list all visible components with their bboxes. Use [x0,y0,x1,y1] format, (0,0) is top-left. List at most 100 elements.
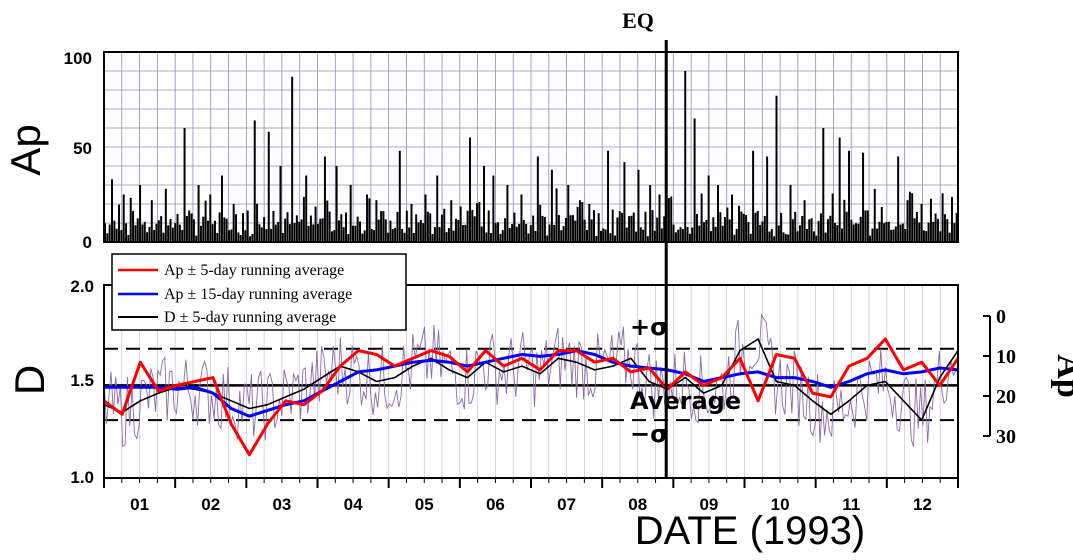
ap-bar [630,215,633,242]
ap-bar [948,232,951,242]
ap-bar [293,223,296,242]
ap-bar [309,215,312,242]
ap-bar [529,225,532,242]
ap-bar [864,210,867,242]
ap-bar [623,162,626,242]
month-label: 05 [415,495,434,514]
ap-bar [258,224,261,242]
ap-bar [136,218,139,242]
ap-bar [677,229,680,242]
ap-bar [167,225,170,242]
ap-bar [314,206,317,242]
ap-bar [536,156,539,242]
ap-bar [915,211,918,242]
ap-bar [513,212,516,242]
ap-bar [717,185,719,242]
ap-bar [443,208,446,242]
ap-bar [852,224,855,242]
bottom-panel: 2.0 1.5 1.0 D 01 02 03 04 05 06 07 08 09 10 11 12 D… [6,253,1073,553]
legend: Ap ± 5-day running average Ap ± 15-day r… [111,253,407,331]
ap-bar [768,231,771,242]
ap-bar [955,212,958,242]
ap-bar [862,152,865,242]
ap-bar [326,200,329,242]
ap-bar [628,216,631,242]
ap-bar [679,227,682,242]
ap-bar [705,219,708,242]
ap-bar [501,229,504,242]
ap-bar [185,215,188,242]
ap-bar [188,210,191,242]
ap-bar [206,220,209,242]
ap-bar [950,196,953,242]
ap-bar [808,219,811,242]
ap-bar [111,179,114,242]
ap-bar [199,225,202,242]
ap-bar [494,223,497,242]
legend-entry-blue: Ap ± 15-day running average [164,286,352,303]
ap-bar [190,213,193,242]
ap-bar [812,231,815,242]
ap-bar [436,175,439,242]
ap-bar [447,228,450,242]
ap-bar [824,232,827,242]
ap-bar [450,200,453,242]
ap-bar [440,214,443,242]
ap-bar [382,211,385,242]
ap-bar [953,223,956,242]
ap-bar [220,175,223,242]
ap-bar [597,213,600,242]
ap-bar [672,224,675,242]
ap-bar [782,232,785,242]
ap-bar [819,213,822,242]
ap-bar [773,236,776,242]
ap-bar [129,197,132,242]
ap-bar [939,231,942,242]
ap-bar [745,214,748,242]
ap-bar [113,220,116,242]
month-label: 10 [771,495,790,514]
ap-bar [256,203,259,242]
ap-bar [653,230,656,242]
ap-bar [637,169,640,242]
ap-bar [522,219,525,242]
ap-bar [464,224,467,242]
ap-bar [625,227,628,242]
ap-bars [104,71,958,242]
ap-bar [389,220,392,242]
ap-bar [209,194,212,242]
ap-bar [646,236,649,242]
ap-bar [281,233,284,242]
ap-bar [202,216,205,242]
ap-bar [272,211,275,242]
top-ytick-0: 0 [83,233,92,252]
ap-bar [632,212,635,242]
ap-bar [244,230,247,242]
series-line-1 [104,349,959,418]
ap-bar [176,213,179,242]
ap-bar [855,223,858,242]
right-ylabel: Ap [1050,354,1073,397]
ap-bar [143,221,146,242]
ap-bar [600,230,603,242]
ap-bar [747,222,750,242]
right-ytick-20: 20 [996,386,1016,408]
ap-bar [908,191,911,242]
ap-bar [520,194,523,242]
ap-bar [936,218,939,242]
ap-bar [922,230,925,242]
ap-bar [848,150,851,242]
ap-bar [270,228,273,242]
ap-bar [410,204,413,242]
ap-bar [242,213,245,242]
ap-bar [784,234,787,242]
ap-bar [115,228,118,242]
ap-bar [833,222,836,242]
ap-bar [688,233,691,242]
ap-bar [890,229,893,242]
ap-bar [305,175,308,242]
ap-bar [712,217,715,242]
ap-bar [431,234,434,242]
ap-bar [880,207,883,242]
